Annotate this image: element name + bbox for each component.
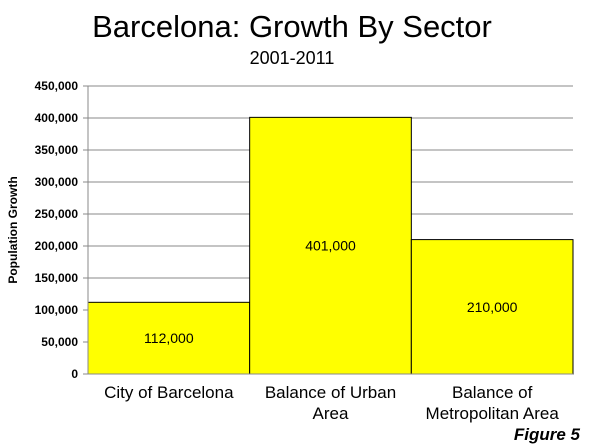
bars <box>87 116 574 375</box>
chart-title: Barcelona: Growth By Sector <box>92 9 492 44</box>
y-tick-label: 200,000 <box>35 239 79 253</box>
x-tick-label: Balance of Urban Area <box>265 383 396 423</box>
y-tick-label: 450,000 <box>35 79 79 93</box>
y-tick-label: 300,000 <box>35 175 79 189</box>
x-tick-label-line: Balance of <box>452 383 533 402</box>
x-tick-labels: City of Barcelona Balance of Urban AreaBal… <box>104 383 559 423</box>
x-tick-label-line: City of Barcelona <box>104 383 234 402</box>
y-tick-label: 250,000 <box>35 207 79 221</box>
y-tick-label: 400,000 <box>35 111 79 125</box>
x-tick-label-line: Balance of Urban <box>265 383 396 402</box>
y-tick-labels: 0 50,000 100,000 150,000 200,000 250,000 300,0… <box>35 79 79 381</box>
bar <box>249 116 412 375</box>
chart-subtitle: 2001-2011 <box>250 48 335 68</box>
data-label: 210,000 <box>467 299 518 315</box>
axes <box>83 85 573 375</box>
y-axis-label: Population Growth <box>6 176 20 283</box>
y-tick-label: 0 <box>71 367 78 381</box>
y-tick-label: 50,000 <box>41 335 78 349</box>
y-tick-label: 150,000 <box>35 271 79 285</box>
x-tick-label-line: Metropolitan Area <box>426 404 560 423</box>
x-tick-label: City of Barcelona <box>104 383 234 402</box>
y-tick-label: 100,000 <box>35 303 79 317</box>
y-tick-label: 350,000 <box>35 143 79 157</box>
data-labels: 112,000 401,000 210,000 <box>144 238 518 346</box>
x-tick-label-line: Area <box>313 404 349 423</box>
x-tick-label: Balance of Metropolitan Area <box>426 383 560 423</box>
data-label: 112,000 <box>144 330 194 346</box>
figure-note: Figure 5 <box>514 425 581 444</box>
data-label: 401,000 <box>305 238 356 254</box>
